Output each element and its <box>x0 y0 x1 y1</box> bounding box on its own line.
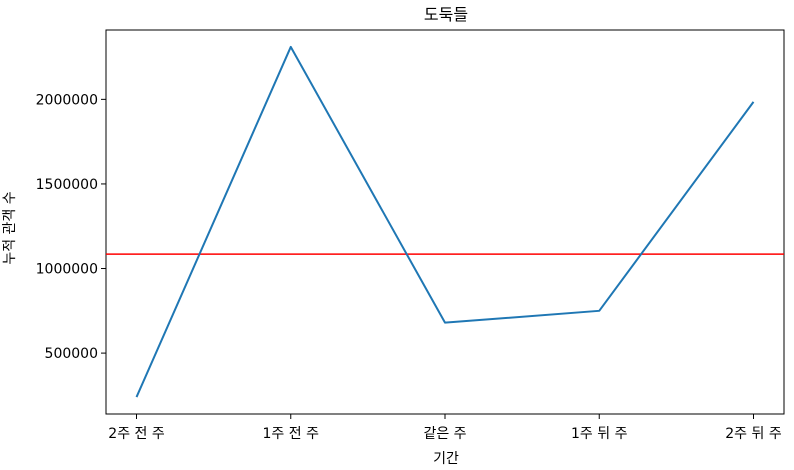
y-tick-label: 1500000 <box>36 177 98 193</box>
x-axis-title: 기간 <box>433 451 459 467</box>
x-tick-label: 1주 전 주 <box>263 426 320 442</box>
x-axis: 2주 전 주 1주 전 주 같은 주 1주 뒤 주 2주 뒤 주 <box>108 414 782 442</box>
x-tick-label: 같은 주 <box>423 426 466 442</box>
y-tick-label: 2000000 <box>36 92 98 108</box>
y-axis: 500000 1000000 1500000 2000000 <box>36 92 106 362</box>
y-axis-title: 누적 관객 수 <box>2 191 18 264</box>
y-tick-label: 1000000 <box>36 262 98 278</box>
chart-title: 도둑들 <box>424 5 468 24</box>
x-tick-label: 2주 전 주 <box>108 426 165 442</box>
x-tick-label: 2주 뒤 주 <box>725 426 782 442</box>
plot-frame <box>105 29 785 415</box>
series-layer <box>135 45 755 398</box>
x-tick-label: 1주 뒤 주 <box>571 426 628 442</box>
y-tick-label: 500000 <box>45 346 98 362</box>
series-line <box>135 45 755 398</box>
